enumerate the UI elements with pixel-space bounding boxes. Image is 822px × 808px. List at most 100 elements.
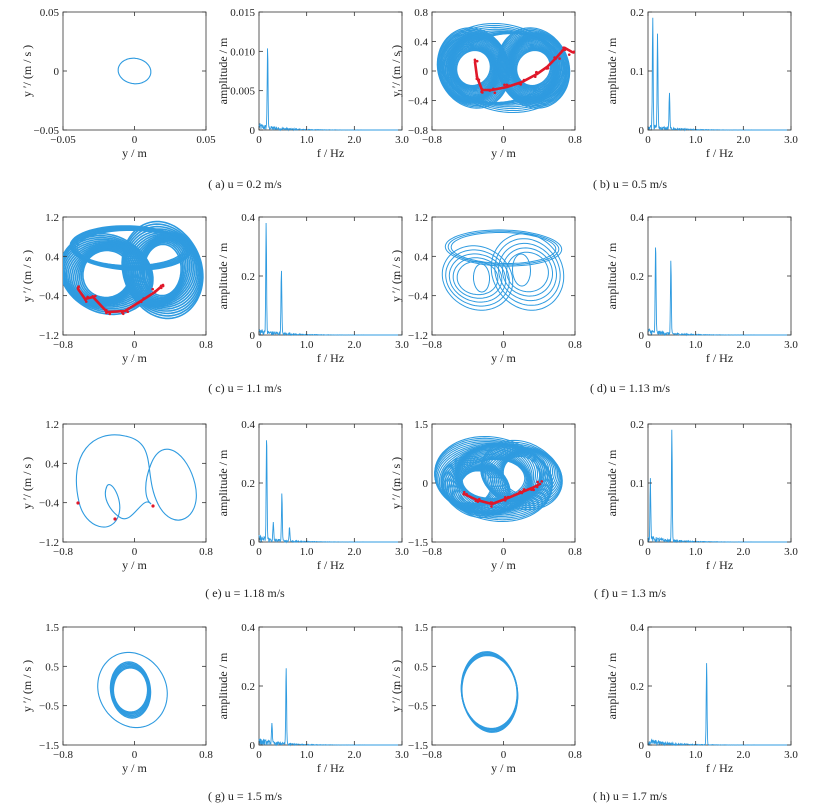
panel-b: 0.8 0.4 0 −0.4 −0.8−0.8 0 0.8 y / m y ′/ (m / s … (389, 7, 798, 191)
poincare-point (477, 78, 481, 82)
y-axis-label: y ′/ (m / s ) (389, 660, 403, 712)
spectrum-plot-frame (647, 423, 792, 543)
x-tick-label: 3.0 (395, 546, 409, 558)
x-tick-label: 1.0 (300, 339, 314, 351)
y-tick-label: 0.4 (45, 251, 59, 263)
panel-caption: ( c) u = 1.1 m/s (208, 381, 282, 395)
poincare-point (474, 499, 478, 503)
poincare-point (137, 301, 140, 305)
phase-plot-frame (62, 423, 207, 543)
x-axis-label: y / m (122, 146, 147, 160)
poincare-point (105, 308, 108, 312)
trajectory-loop (494, 238, 561, 306)
trajectory-loop (497, 242, 558, 302)
x-tick-label: 3.0 (784, 339, 798, 351)
poincare-point (560, 49, 564, 53)
poincare-point (490, 505, 493, 508)
y-tick-label: −0.8 (408, 125, 428, 137)
poincare-point (153, 290, 157, 294)
y-tick-label: −0.05 (34, 125, 60, 137)
panel-f: 1.5 0 −1.5−0.8 0 0.8 y / m y ′/ (m / s ) 0.2 0.1… (389, 419, 798, 600)
y-tick-label: 0 (54, 66, 60, 78)
y-tick-label: 0 (423, 478, 429, 490)
trajectory-loop (490, 233, 565, 311)
x-tick-label: 2.0 (347, 749, 361, 761)
x-tick-label: −0.8 (53, 546, 73, 558)
x-tick-label: 0 (501, 339, 507, 351)
poincare-point (553, 56, 556, 59)
y-tick-label: 0.4 (241, 622, 255, 634)
y-tick-label: 1.2 (45, 212, 59, 224)
y-tick-label: 0.2 (630, 419, 644, 431)
phase-trajectory (117, 57, 152, 85)
y-tick-label: 0.4 (241, 419, 255, 431)
y-tick-label: 0 (423, 66, 429, 78)
trajectory-loop (461, 654, 518, 730)
x-tick-label: 2.0 (347, 546, 361, 558)
trajectory-loop (512, 253, 531, 287)
x-tick-label: 0 (132, 749, 138, 761)
y-tick-label: 0.1 (630, 478, 644, 490)
y-tick-label: 0 (250, 125, 256, 137)
y-tick-label: 0.4 (630, 212, 644, 224)
trajectory-path (75, 434, 197, 521)
panel-a: 0.05 0 −0.05−0.05 0 0.05 y / m y ′/ (m / s ) 0.… (20, 7, 409, 191)
x-tick-label: 1.0 (689, 546, 703, 558)
trajectory-loop (112, 666, 149, 714)
x-axis-label: f / Hz (317, 351, 344, 365)
panel-g: 1.5 0.5 −0.5 −1.5−0.8 0 0.8 y / m y ′/ (m / s )… (20, 622, 409, 803)
poincare-point (572, 51, 575, 54)
y-tick-label: 0.1 (630, 66, 644, 78)
spectrum-line (647, 247, 791, 337)
phase-plot-frame (62, 11, 207, 131)
y-tick-label: −1.2 (39, 537, 59, 549)
x-tick-label: 1.0 (300, 749, 314, 761)
poincare-point (139, 300, 143, 304)
y-tick-label: 0.2 (241, 681, 255, 693)
x-tick-label: 1.0 (689, 339, 703, 351)
poincare-point (530, 488, 533, 491)
y-axis-label: amplitude / m (605, 37, 619, 104)
y-axis-label: y ′/ (m / s ) (20, 45, 34, 97)
y-tick-label: −0.4 (39, 291, 59, 303)
trajectory-loop (452, 257, 503, 299)
poincare-point (161, 284, 165, 288)
x-tick-label: 0 (645, 339, 651, 351)
y-tick-label: 0.015 (230, 7, 255, 19)
y-axis-label: y ′/ (m / s ) (389, 457, 403, 509)
poincare-point (473, 59, 477, 63)
trajectory-loop (76, 229, 185, 267)
poincare-point (76, 501, 80, 505)
phase-trajectory (97, 651, 168, 729)
x-axis-label: y / m (491, 558, 516, 572)
poincare-point (536, 480, 539, 484)
poincare-point (522, 78, 526, 82)
poincare-section (473, 46, 574, 92)
x-axis-label: f / Hz (706, 146, 733, 160)
y-tick-label: 0.2 (241, 271, 255, 283)
phase-trajectory (75, 434, 197, 528)
trajectory-loop (458, 470, 493, 504)
spectrum-line (258, 222, 402, 337)
trajectory-loop (441, 245, 514, 311)
y-tick-label: 0.8 (414, 7, 428, 19)
poincare-point (503, 499, 507, 502)
y-tick-label: −0.4 (39, 498, 59, 510)
x-tick-label: 2.0 (736, 749, 750, 761)
x-tick-label: 0 (256, 546, 262, 558)
poincare-point (108, 312, 112, 316)
poincare-point (520, 491, 524, 495)
panel-caption: ( h) u = 1.7 m/s (593, 789, 667, 803)
x-tick-label: 0 (501, 134, 507, 146)
y-tick-label: 0.2 (630, 271, 644, 283)
trajectory-loop (72, 245, 141, 303)
y-axis-label: y ′/ (m / s ) (389, 250, 403, 302)
poincare-point (86, 295, 89, 299)
trajectory-loop (491, 450, 552, 500)
panel-e: 1.2 0.4 −0.4 −1.2−0.8 0 0.8 y / m y ′/ (m / s )… (20, 419, 409, 600)
trajectory-loop (69, 225, 192, 271)
poincare-point (506, 495, 510, 499)
y-tick-label: 0.2 (630, 681, 644, 693)
poincare-point (84, 300, 88, 303)
poincare-point (558, 57, 561, 60)
